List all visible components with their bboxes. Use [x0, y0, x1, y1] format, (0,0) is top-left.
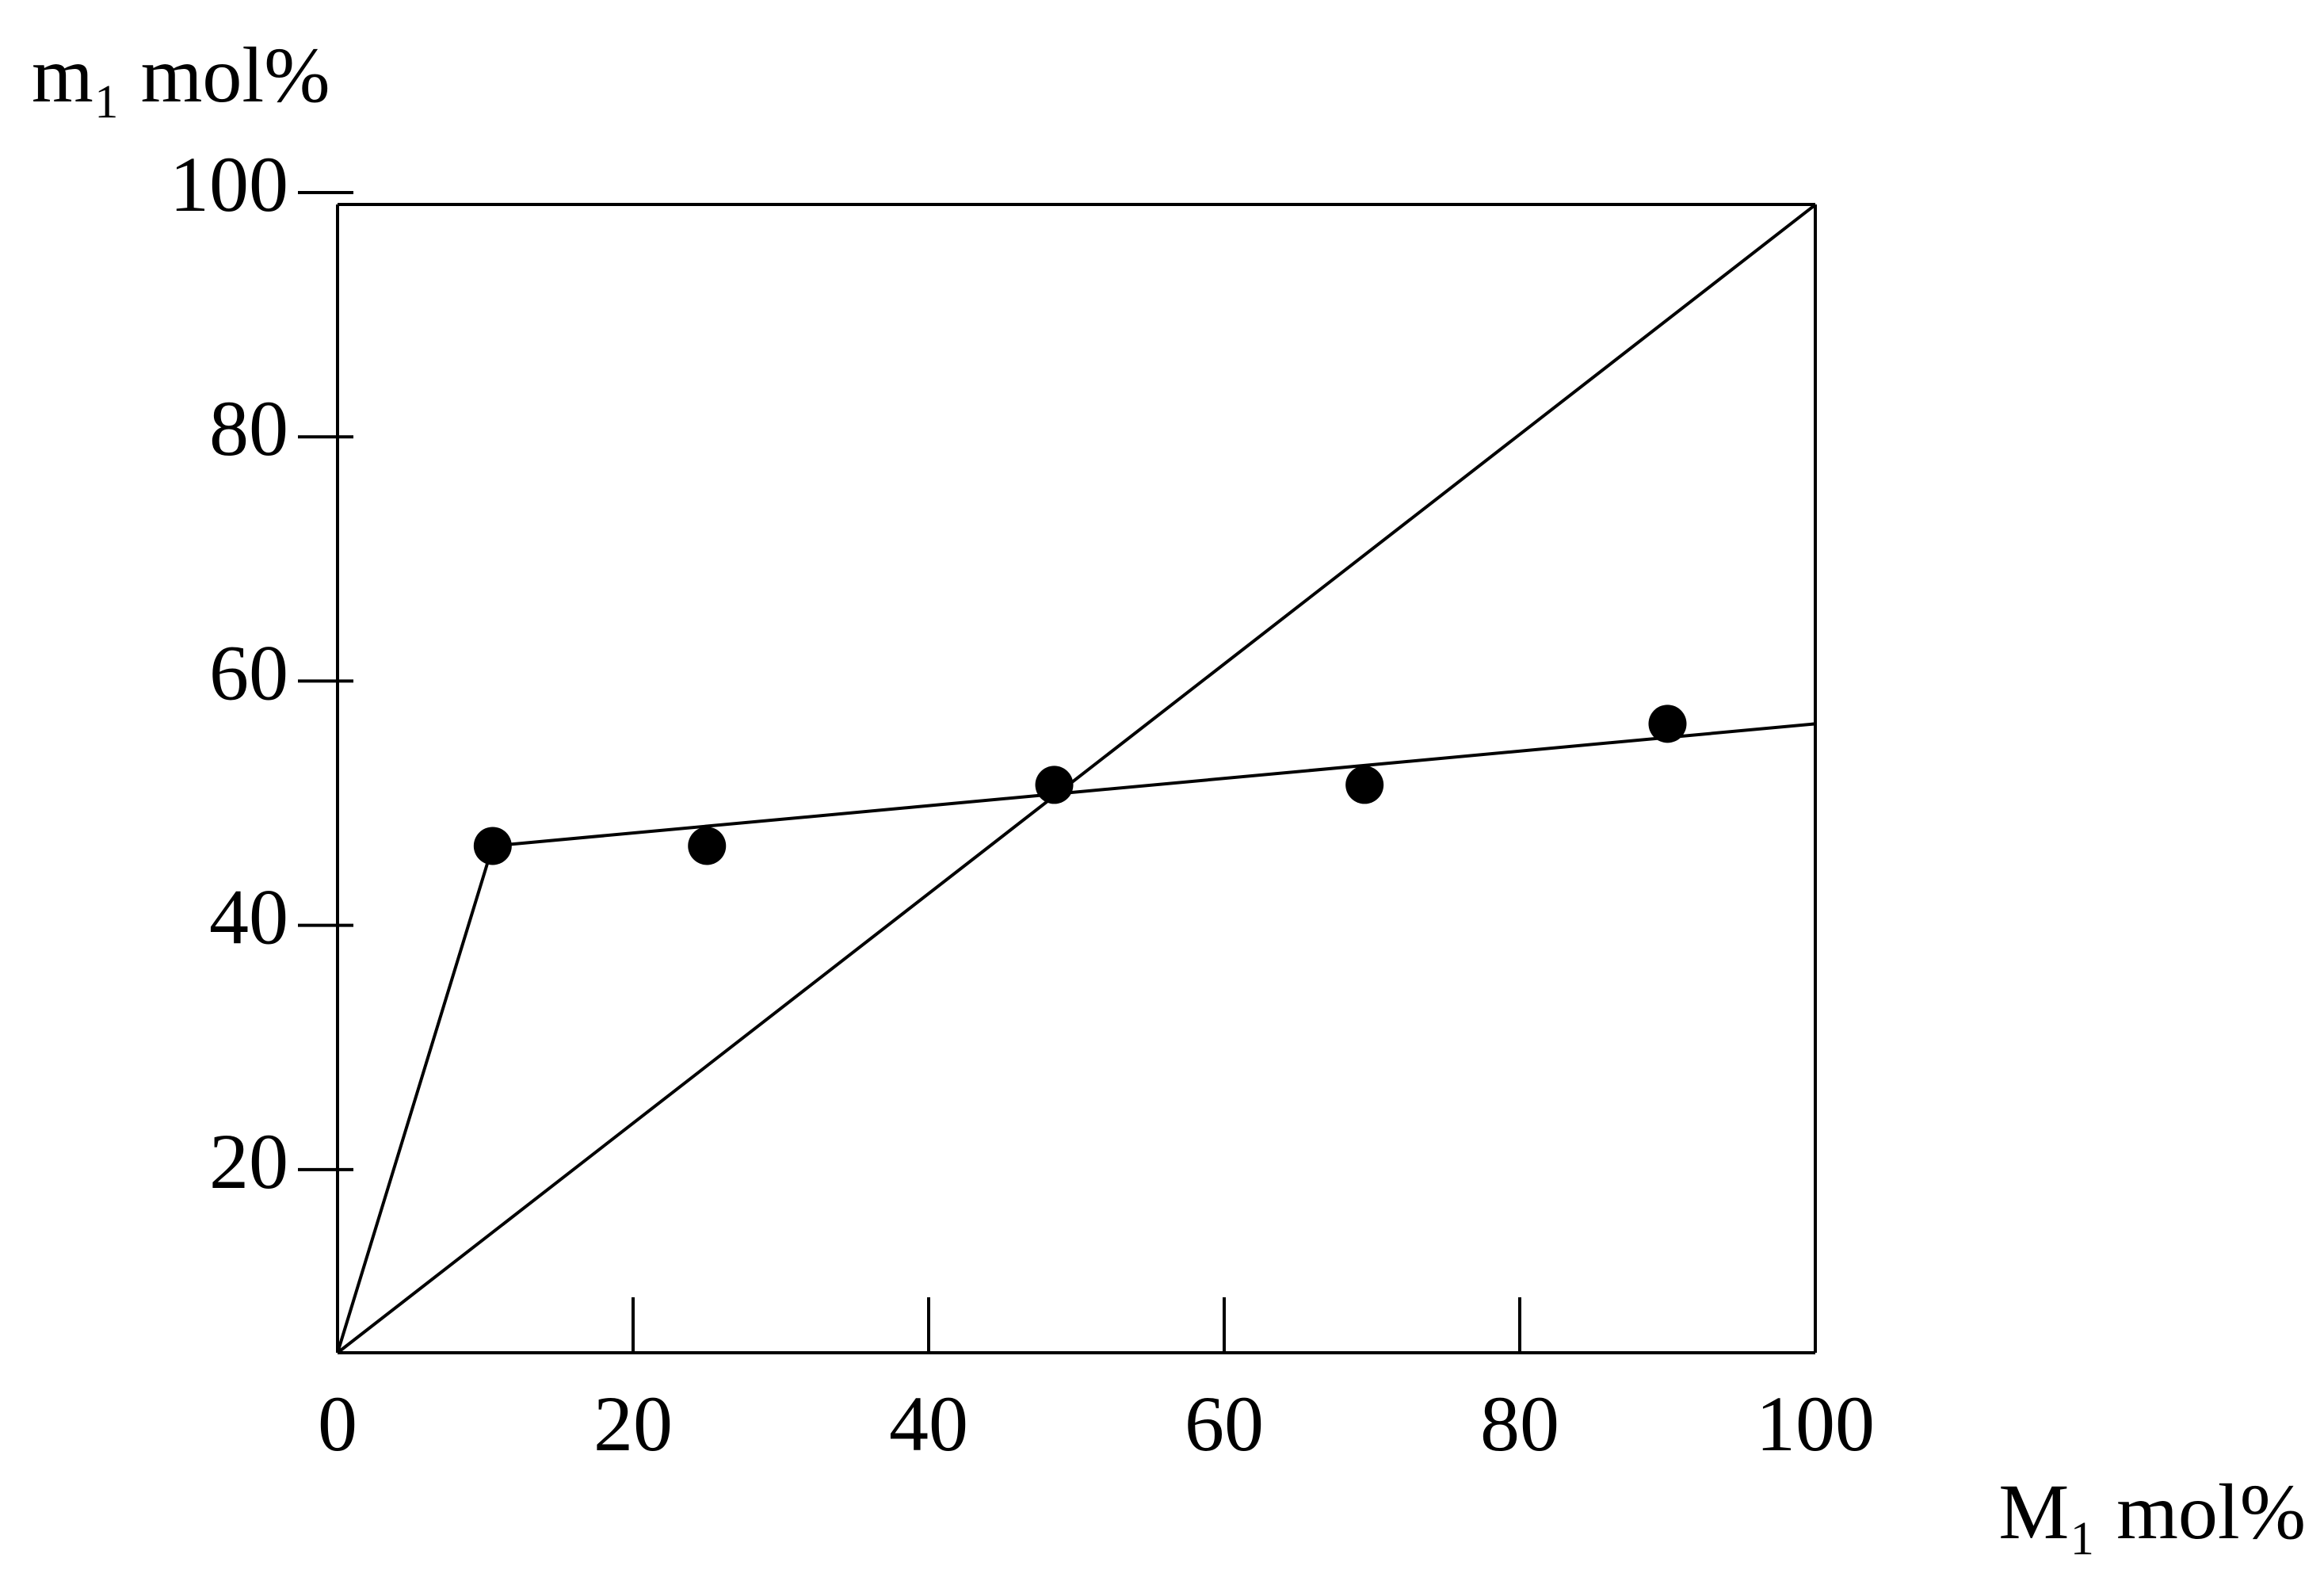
y-tick-label: 40: [209, 873, 288, 961]
x-tick-label: 100: [1756, 1380, 1875, 1468]
x-tick-label: 80: [1480, 1380, 1559, 1468]
y-tick-label: 60: [209, 628, 288, 716]
y-tick-label: 20: [209, 1117, 288, 1205]
x-tick-label: 40: [889, 1380, 968, 1468]
line: [336, 722, 1816, 1354]
y-axis-label: m₁ mol%: [32, 31, 330, 119]
x-tick-label: 20: [593, 1380, 673, 1468]
x-tick-label: 60: [1185, 1380, 1264, 1468]
x-tick-label: 0: [318, 1380, 357, 1468]
data-point: [1648, 705, 1687, 743]
x-axis-label: M₁ mol%: [1998, 1468, 2306, 1556]
y-tick-label: 80: [209, 384, 288, 472]
data-point: [1345, 766, 1384, 804]
data-point: [688, 827, 727, 865]
line: [336, 203, 1817, 1354]
y-tick-label: 100: [170, 140, 288, 228]
